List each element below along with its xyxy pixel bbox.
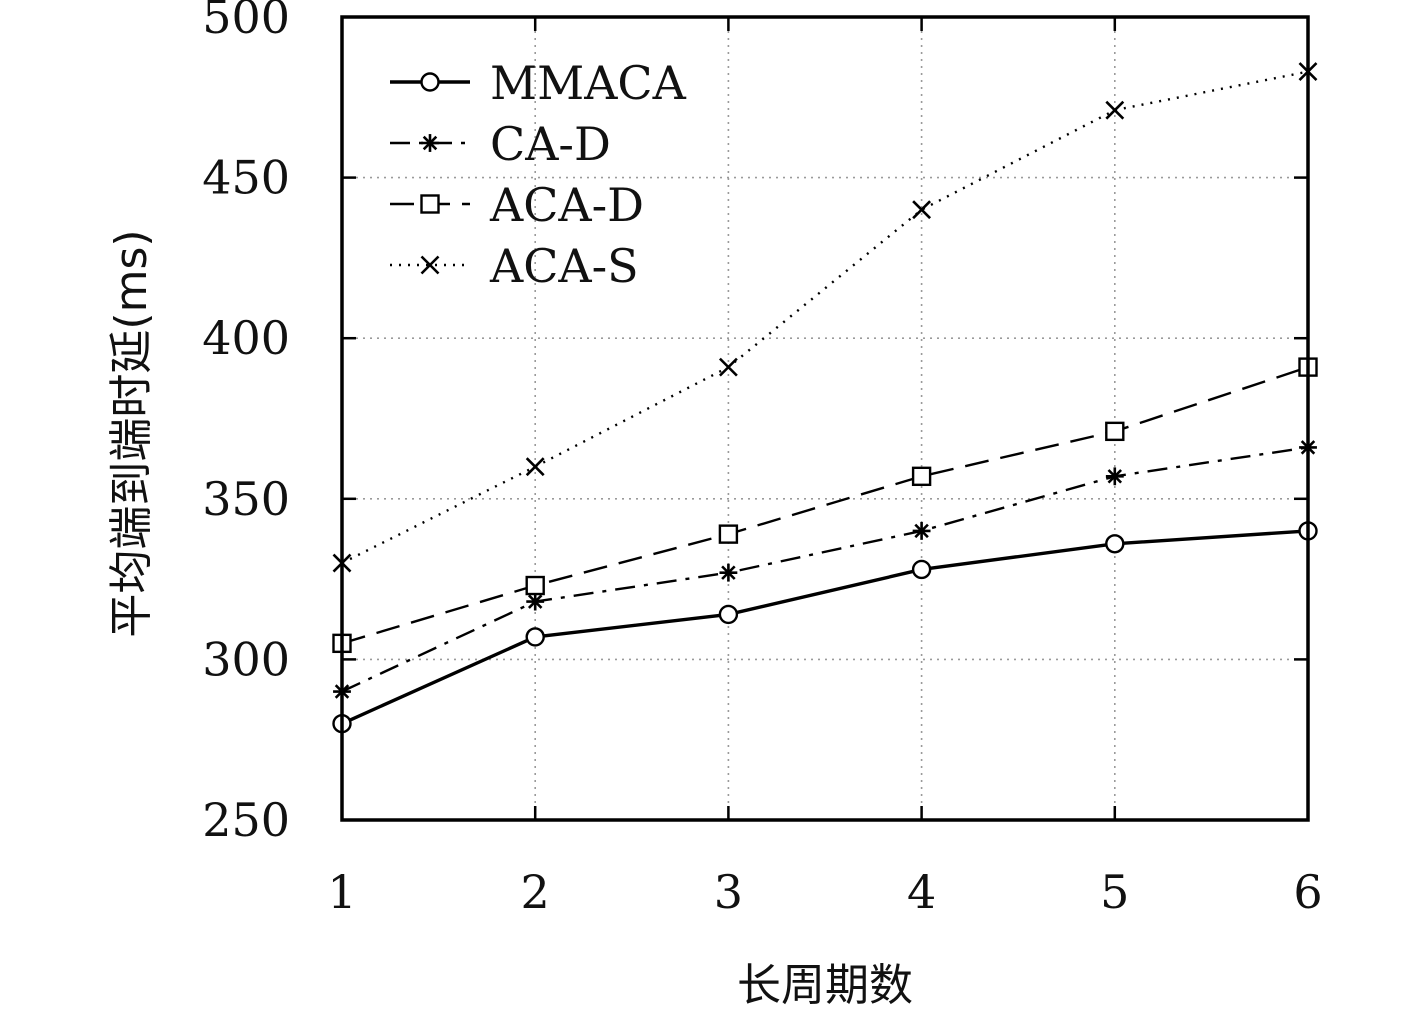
- legend-entry: ACA-S: [390, 239, 639, 293]
- y-axis-title: 平均端到端时延(ms): [106, 229, 157, 637]
- legend-marker-x: [420, 255, 440, 275]
- asterisk-marker-stroke: [422, 135, 438, 151]
- x-marker-stroke: [1105, 100, 1125, 120]
- series-aca-s: [332, 62, 1318, 573]
- y-tick-label: 500: [202, 0, 290, 44]
- data-point-square: [525, 575, 545, 596]
- legend-entry: ACA-D: [390, 178, 644, 232]
- x-axis-title: 长周期数: [737, 960, 913, 1011]
- legend-label: CA-D: [490, 117, 611, 171]
- x-marker-stroke: [912, 200, 932, 220]
- data-point-circle: [1105, 534, 1125, 554]
- x-tick-label: 6: [1293, 865, 1322, 919]
- data-point-circle: [718, 604, 739, 625]
- data-point-x: [718, 357, 738, 377]
- data-point-x: [912, 200, 932, 220]
- series-line: [341, 365, 1309, 645]
- legend-marker-circle: [420, 72, 440, 92]
- data-point-circle: [525, 627, 545, 647]
- data-point-asterisk: [912, 521, 931, 540]
- legend-marker-square: [420, 194, 440, 214]
- series-line: [341, 70, 1309, 565]
- series-aca-d: [332, 357, 1318, 654]
- data-point-square: [911, 466, 932, 487]
- plot-frame: [340, 15, 1310, 822]
- legend-marker-asterisk: [421, 134, 439, 152]
- x-tick-label: 5: [1100, 865, 1129, 919]
- legend-label: ACA-S: [489, 239, 639, 293]
- x-tick-label: 4: [907, 865, 936, 919]
- y-tick-label: 400: [202, 311, 290, 365]
- x-marker-stroke: [525, 457, 545, 477]
- data-point-asterisk: [719, 563, 738, 582]
- data-point-asterisk: [1105, 467, 1124, 486]
- series-layer: [332, 62, 1318, 734]
- y-tick-label: 250: [202, 793, 290, 847]
- y-tick-label: 450: [202, 151, 290, 205]
- data-point-square: [1105, 421, 1125, 442]
- asterisk-marker-stroke: [527, 594, 543, 609]
- x-axis-ticks: 1 2 3 4 5 6: [327, 17, 1323, 919]
- legend: MMACA CA-D ACA-D ACA-S: [390, 56, 687, 293]
- grid-lines: [342, 17, 1308, 820]
- series-line: [341, 446, 1309, 693]
- y-tick-label: 350: [202, 472, 290, 526]
- asterisk-marker-stroke: [914, 523, 929, 539]
- legend-label: MMACA: [490, 56, 687, 110]
- legend-label: ACA-D: [489, 178, 644, 232]
- y-axis-ticks: 250 300 350 400 450 500: [202, 0, 1308, 847]
- x-tick-label: 2: [521, 865, 550, 919]
- series-line: [341, 529, 1309, 726]
- data-point-x: [1105, 100, 1125, 120]
- x-tick-label: 3: [714, 865, 743, 919]
- asterisk-marker-stroke: [721, 565, 736, 580]
- legend-entry: MMACA: [390, 56, 687, 110]
- data-point-circle: [911, 559, 932, 580]
- data-point-asterisk: [526, 592, 545, 611]
- series-mmaca: [332, 521, 1318, 734]
- x-tick-label: 1: [327, 865, 356, 919]
- asterisk-marker-stroke: [1107, 469, 1123, 484]
- data-point-x: [525, 457, 545, 477]
- legend-entry: CA-D: [390, 117, 611, 171]
- x-marker-stroke: [718, 357, 738, 377]
- y-tick-label: 300: [202, 632, 290, 686]
- data-point-square: [718, 524, 739, 544]
- x-marker-stroke: [420, 255, 440, 275]
